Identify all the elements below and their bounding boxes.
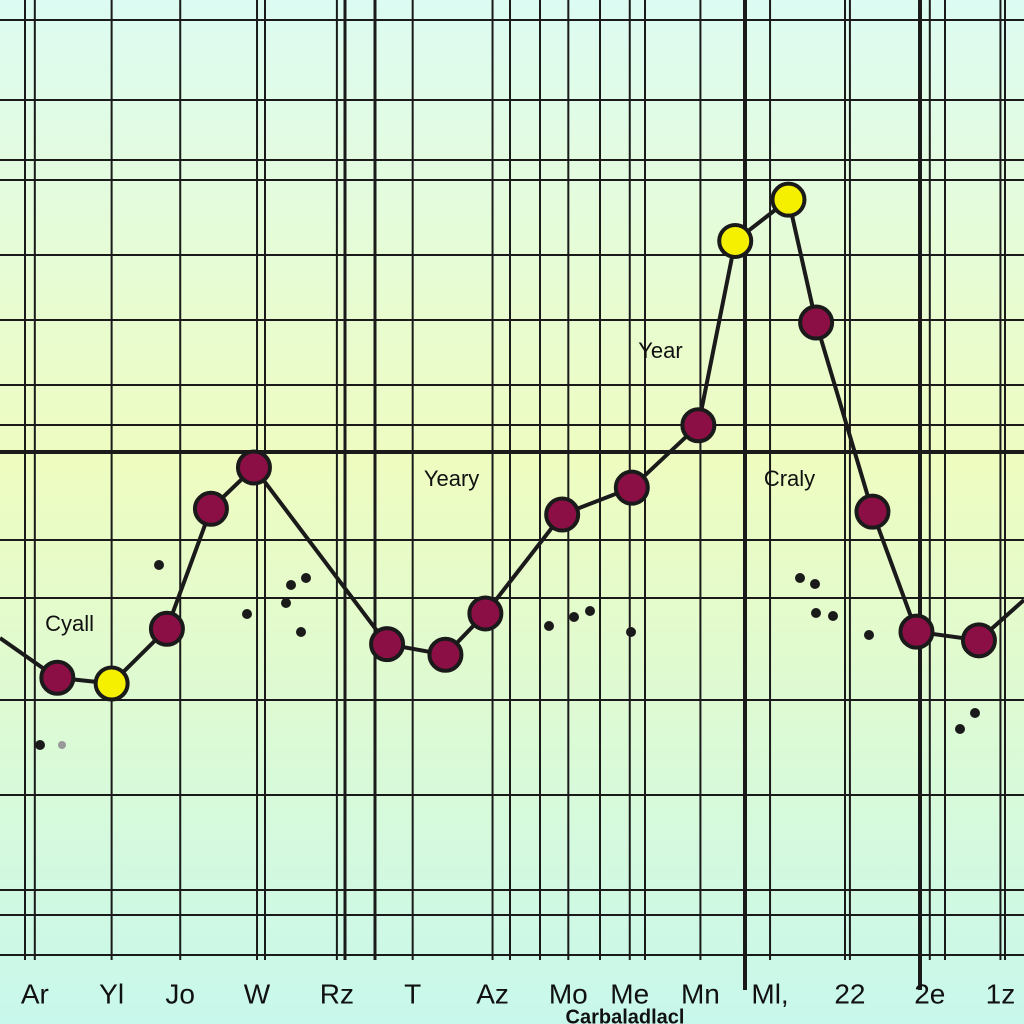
x-tick-label: Me [610,978,649,1009]
data-point [148,610,185,647]
x-tick-label: 2e [914,978,945,1009]
data-point [93,665,130,702]
data-point [854,493,891,530]
x-tick-label: Yl [99,978,124,1009]
data-point [960,622,997,659]
data-point [369,626,406,663]
annotation: Cyall [45,611,94,636]
x-tick-label: Az [476,978,509,1009]
data-point [427,636,464,673]
data-point [717,222,754,259]
x-tick-label: Jo [165,978,195,1009]
data-point [680,407,717,444]
data-point [235,449,272,486]
x-tick-label: Mn [681,978,720,1009]
x-axis-title: Carbaladlacl [566,1006,685,1024]
data-point [192,490,229,527]
annotation: Yeary [424,466,479,491]
scatter-dots [35,560,980,750]
data-point [898,613,935,650]
data-point [39,659,76,696]
data-point [467,595,504,632]
data-point [770,181,807,218]
grid [0,0,1024,990]
x-tick-label: 22 [834,978,865,1009]
x-tick-label: T [404,978,421,1009]
data-point [544,496,581,533]
data-point [798,304,835,341]
x-tick-label: Ar [21,978,49,1009]
x-tick-label: 1z [986,978,1016,1009]
data-point [613,469,650,506]
annotation: Craly [764,466,815,491]
annotation: Year [638,338,682,363]
x-tick-label: Ml, [751,978,788,1009]
x-tick-label: Rz [320,978,354,1009]
x-tick-label: W [244,978,271,1009]
x-tick-label: Mo [549,978,588,1009]
